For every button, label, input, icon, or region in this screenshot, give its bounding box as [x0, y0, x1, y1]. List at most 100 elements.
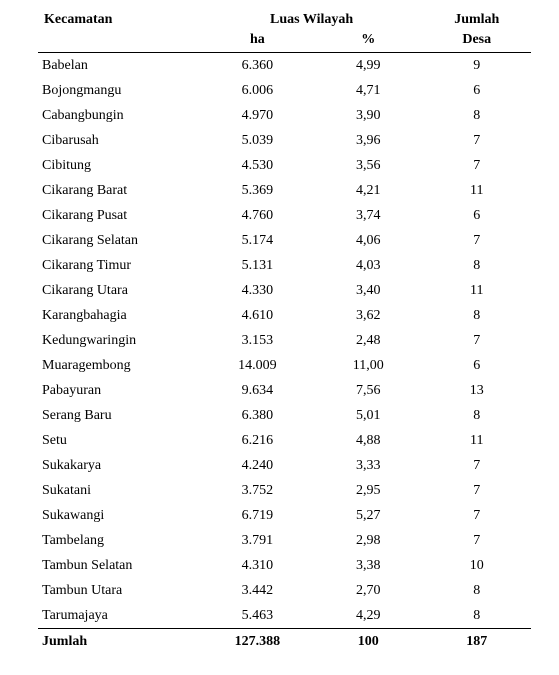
cell-kecamatan: Sukatani	[38, 478, 201, 503]
cell-pct: 5,01	[314, 403, 422, 428]
cell-ha: 3.153	[201, 328, 314, 353]
table-row: Cabangbungin4.9703,908	[38, 103, 531, 128]
table-row: Tarumajaya5.4634,298	[38, 603, 531, 629]
cell-pct: 2,70	[314, 578, 422, 603]
cell-ha: 14.009	[201, 353, 314, 378]
cell-kecamatan: Tambun Utara	[38, 578, 201, 603]
table-row: Pabayuran9.6347,5613	[38, 378, 531, 403]
cell-ha: 5.369	[201, 178, 314, 203]
table-container: Kecamatan Luas Wilayah Jumlah ha % Desa …	[0, 0, 559, 675]
table-row: Tambelang3.7912,987	[38, 528, 531, 553]
cell-kecamatan: Sukawangi	[38, 503, 201, 528]
cell-desa: 8	[423, 603, 531, 629]
cell-ha: 3.752	[201, 478, 314, 503]
cell-desa: 10	[423, 553, 531, 578]
cell-ha: 9.634	[201, 378, 314, 403]
table-row: Cibitung4.5303,567	[38, 153, 531, 178]
cell-pct: 3,38	[314, 553, 422, 578]
cell-desa: 7	[423, 128, 531, 153]
header-jumlah: Jumlah	[423, 10, 531, 30]
cell-kecamatan: Tambun Selatan	[38, 553, 201, 578]
cell-desa: 7	[423, 503, 531, 528]
cell-pct: 4,29	[314, 603, 422, 629]
table-row: Sukatani3.7522,957	[38, 478, 531, 503]
total-desa: 187	[423, 629, 531, 655]
cell-desa: 8	[423, 403, 531, 428]
cell-kecamatan: Tambelang	[38, 528, 201, 553]
cell-desa: 7	[423, 153, 531, 178]
cell-ha: 4.970	[201, 103, 314, 128]
cell-ha: 4.610	[201, 303, 314, 328]
cell-pct: 4,71	[314, 78, 422, 103]
table-total-row: Jumlah 127.388 100 187	[38, 629, 531, 655]
header-blank	[38, 30, 201, 53]
cell-pct: 3,90	[314, 103, 422, 128]
cell-ha: 6.360	[201, 53, 314, 79]
table-row: Muaragembong14.00911,006	[38, 353, 531, 378]
cell-pct: 3,74	[314, 203, 422, 228]
cell-desa: 13	[423, 378, 531, 403]
cell-ha: 4.310	[201, 553, 314, 578]
table-row: Setu6.2164,8811	[38, 428, 531, 453]
cell-ha: 6.216	[201, 428, 314, 453]
cell-desa: 7	[423, 528, 531, 553]
cell-pct: 2,98	[314, 528, 422, 553]
cell-ha: 6.380	[201, 403, 314, 428]
cell-desa: 7	[423, 328, 531, 353]
table-header-row-2: ha % Desa	[38, 30, 531, 53]
table-row: Serang Baru6.3805,018	[38, 403, 531, 428]
cell-desa: 8	[423, 253, 531, 278]
cell-pct: 3,33	[314, 453, 422, 478]
cell-desa: 6	[423, 78, 531, 103]
table-row: Karangbahagia4.6103,628	[38, 303, 531, 328]
cell-pct: 3,62	[314, 303, 422, 328]
cell-desa: 8	[423, 578, 531, 603]
cell-pct: 7,56	[314, 378, 422, 403]
cell-kecamatan: Serang Baru	[38, 403, 201, 428]
cell-pct: 3,56	[314, 153, 422, 178]
cell-kecamatan: Setu	[38, 428, 201, 453]
table-row: Tambun Utara3.4422,708	[38, 578, 531, 603]
total-pct: 100	[314, 629, 422, 655]
kecamatan-table: Kecamatan Luas Wilayah Jumlah ha % Desa …	[38, 10, 531, 655]
cell-kecamatan: Cabangbungin	[38, 103, 201, 128]
cell-ha: 6.719	[201, 503, 314, 528]
cell-ha: 3.791	[201, 528, 314, 553]
cell-kecamatan: Pabayuran	[38, 378, 201, 403]
cell-pct: 4,06	[314, 228, 422, 253]
cell-pct: 3,96	[314, 128, 422, 153]
cell-pct: 3,40	[314, 278, 422, 303]
cell-kecamatan: Cibitung	[38, 153, 201, 178]
cell-ha: 6.006	[201, 78, 314, 103]
table-header-row-1: Kecamatan Luas Wilayah Jumlah	[38, 10, 531, 30]
cell-desa: 8	[423, 303, 531, 328]
header-ha: ha	[201, 30, 314, 53]
table-row: Bojongmangu6.0064,716	[38, 78, 531, 103]
cell-pct: 2,48	[314, 328, 422, 353]
cell-pct: 5,27	[314, 503, 422, 528]
cell-kecamatan: Bojongmangu	[38, 78, 201, 103]
cell-ha: 5.039	[201, 128, 314, 153]
cell-pct: 4,88	[314, 428, 422, 453]
cell-kecamatan: Cikarang Selatan	[38, 228, 201, 253]
table-row: Cikarang Timur5.1314,038	[38, 253, 531, 278]
cell-kecamatan: Karangbahagia	[38, 303, 201, 328]
cell-ha: 4.530	[201, 153, 314, 178]
cell-desa: 7	[423, 453, 531, 478]
cell-kecamatan: Sukakarya	[38, 453, 201, 478]
header-desa: Desa	[423, 30, 531, 53]
cell-desa: 9	[423, 53, 531, 79]
cell-kecamatan: Kedungwaringin	[38, 328, 201, 353]
cell-ha: 5.131	[201, 253, 314, 278]
cell-desa: 7	[423, 478, 531, 503]
table-row: Cikarang Utara4.3303,4011	[38, 278, 531, 303]
cell-ha: 5.174	[201, 228, 314, 253]
cell-pct: 2,95	[314, 478, 422, 503]
cell-kecamatan: Cibarusah	[38, 128, 201, 153]
header-kecamatan: Kecamatan	[38, 10, 201, 30]
cell-kecamatan: Cikarang Utara	[38, 278, 201, 303]
cell-desa: 11	[423, 178, 531, 203]
cell-ha: 5.463	[201, 603, 314, 629]
cell-pct: 4,21	[314, 178, 422, 203]
cell-ha: 4.330	[201, 278, 314, 303]
